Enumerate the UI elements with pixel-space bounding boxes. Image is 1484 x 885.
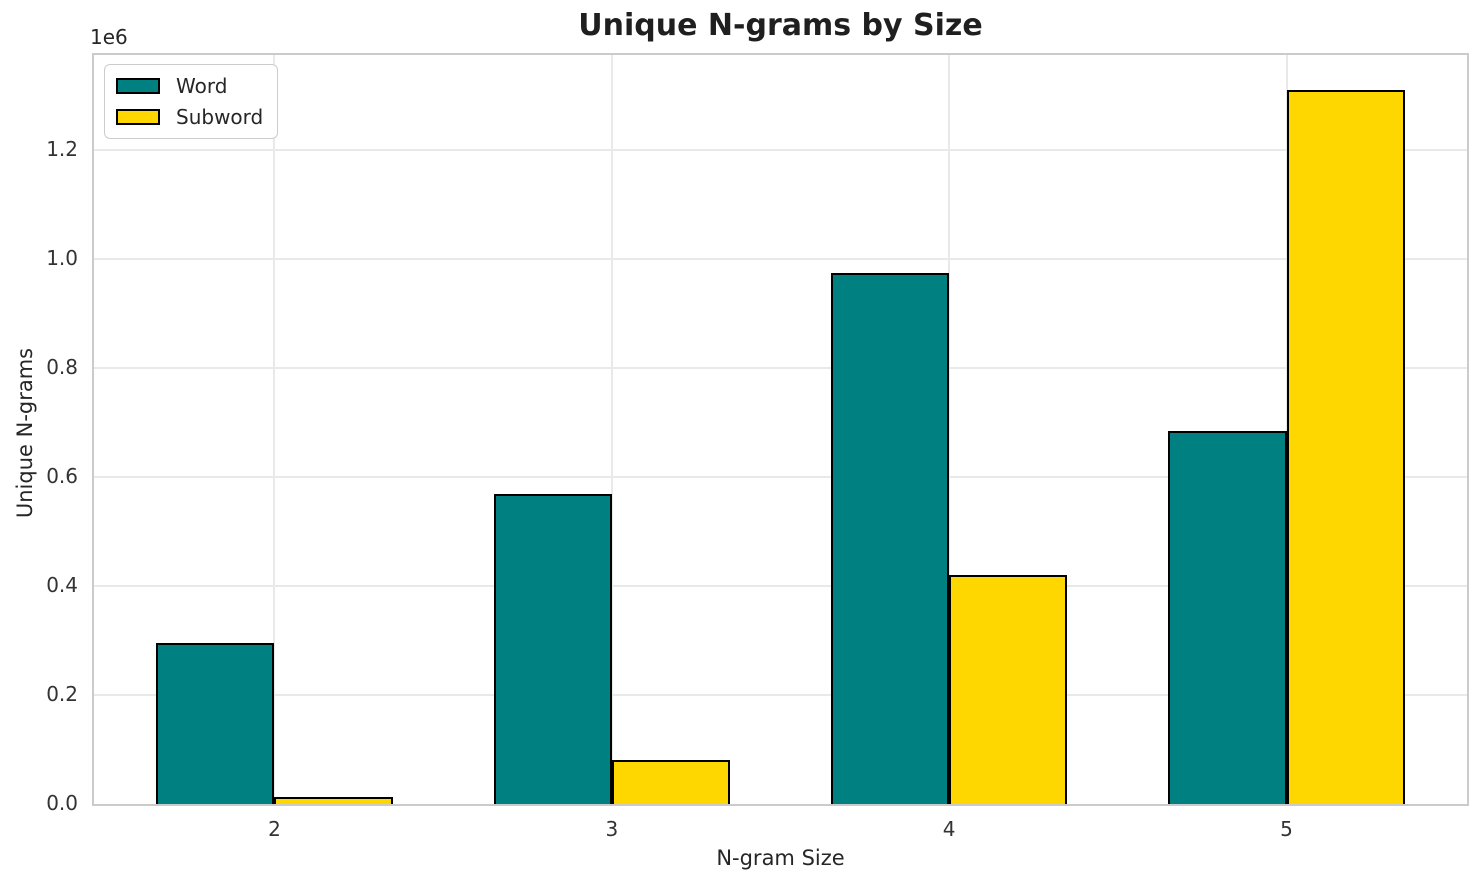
y-axis-tick-label: 0.2 bbox=[46, 682, 78, 707]
h-gridline bbox=[94, 367, 1467, 370]
bar-subword-5 bbox=[1286, 90, 1405, 804]
bar-word-2 bbox=[156, 643, 275, 804]
bar-subword-2 bbox=[274, 797, 393, 804]
bar-subword-3 bbox=[611, 760, 730, 804]
x-axis-label: N-gram Size bbox=[716, 846, 845, 870]
bar-subword-4 bbox=[949, 575, 1068, 804]
legend-item-word: Word bbox=[116, 74, 263, 98]
x-axis-tick-label: 3 bbox=[605, 817, 619, 841]
h-gridline bbox=[94, 476, 1467, 479]
y-axis-tick-label: 0.6 bbox=[46, 464, 78, 489]
x-axis-tick-label: 5 bbox=[1280, 817, 1293, 841]
chart-title: Unique N-grams by Size bbox=[578, 8, 983, 43]
bar-word-5 bbox=[1168, 430, 1287, 804]
h-gridline bbox=[94, 149, 1467, 152]
legend: Word Subword bbox=[104, 64, 279, 139]
y-axis-tick-label: 1.2 bbox=[46, 137, 78, 162]
plot-area: Word Subword 0.0 0.2 0.4 0.6 0.8 1.0 1.2 2 3 4 5 bbox=[46, 53, 1469, 841]
legend-label: Word bbox=[176, 74, 228, 98]
h-gridline bbox=[94, 585, 1467, 588]
v-gridline bbox=[948, 55, 951, 804]
legend-swatch-word bbox=[116, 78, 160, 94]
h-gridline bbox=[94, 258, 1467, 261]
bar-word-4 bbox=[831, 272, 950, 804]
y-axis-offset-label: 1e6 bbox=[90, 25, 128, 49]
y-axis-tick-label: 1.0 bbox=[46, 246, 78, 271]
v-gridline bbox=[273, 55, 276, 804]
y-axis-tick-label: 0.8 bbox=[46, 355, 78, 380]
legend-label: Subword bbox=[176, 105, 264, 129]
y-axis-tick-label: 0.4 bbox=[46, 573, 78, 598]
x-axis-tick-label: 4 bbox=[942, 817, 956, 841]
legend-swatch-subword bbox=[116, 109, 160, 125]
y-axis-tick-label: 0.0 bbox=[46, 791, 78, 815]
v-gridline bbox=[610, 55, 613, 804]
legend-item-subword: Subword bbox=[116, 105, 263, 129]
bar-word-3 bbox=[493, 493, 612, 804]
h-gridline bbox=[94, 694, 1467, 697]
x-axis-tick-label: 2 bbox=[268, 817, 281, 841]
